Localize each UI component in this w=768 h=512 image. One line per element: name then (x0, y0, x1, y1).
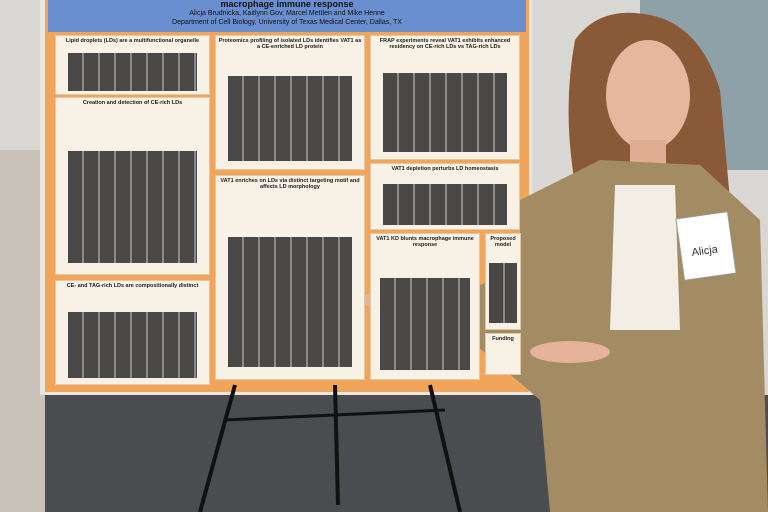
section-title: VAT1 KD blunts macrophage immune respons… (376, 236, 474, 249)
section-figure (382, 72, 508, 152)
section-title: VAT1 enriches on LDs via distinct target… (220, 178, 360, 191)
shirt (610, 185, 680, 330)
section-title: Proposed model (490, 236, 516, 249)
easel (198, 384, 462, 512)
section-figure (68, 150, 197, 264)
poster-section: Creation and detection of CE-rich LDs (55, 97, 210, 275)
poster-header: macrophage immune response Alicja Brudni… (48, 0, 526, 32)
left-panel (0, 150, 45, 512)
hand (530, 341, 610, 363)
poster-title: macrophage immune response (220, 0, 354, 9)
section-title: Proteomics profiling of isolated LDs ide… (218, 38, 362, 51)
section-title: CE- and TAG-rich LDs are compositionally… (66, 283, 199, 289)
name-tag (675, 211, 737, 281)
poster-section: CE- and TAG-rich LDs are compositionally… (55, 280, 210, 385)
name-tag-text: Alicja (691, 243, 720, 259)
easel-leg (428, 384, 462, 512)
section-figure (68, 53, 197, 91)
face (606, 40, 690, 150)
section-title: Creation and detection of CE-rich LDs (82, 100, 183, 106)
section-figure (227, 236, 353, 367)
poster-section: VAT1 depletion perturbs LD homeostasis (370, 163, 520, 230)
section-figure (379, 277, 471, 371)
easel-leg (198, 384, 237, 512)
section-figure (68, 311, 197, 378)
poster-section: Lipid droplets (LDs) are a multifunction… (55, 35, 210, 95)
poster-section: VAT1 KD blunts macrophage immune respons… (370, 233, 480, 380)
poster-section: Proposed model (485, 233, 521, 330)
section-figure (382, 183, 508, 226)
poster-section: FRAP experiments reveal VAT1 exhibits en… (370, 35, 520, 160)
poster-section: Proteomics profiling of isolated LDs ide… (215, 35, 365, 170)
section-figure (227, 75, 353, 162)
section-title: FRAP experiments reveal VAT1 exhibits en… (379, 38, 511, 51)
section-title: VAT1 depletion perturbs LD homeostasis (391, 166, 499, 172)
poster-authors: Alicja Brudnicka, Kaitlynn Gov, Marcel M… (189, 10, 385, 17)
funding-title: Funding (492, 336, 514, 342)
easel-bar (224, 408, 446, 422)
section-figure (488, 262, 518, 324)
funding-panel: Funding (485, 333, 521, 375)
section-title: Lipid droplets (LDs) are a multifunction… (65, 38, 200, 44)
poster-affiliation: Department of Cell Biology, University o… (172, 19, 402, 26)
easel-leg (333, 384, 340, 506)
poster-section: VAT1 enriches on LDs via distinct target… (215, 175, 365, 380)
